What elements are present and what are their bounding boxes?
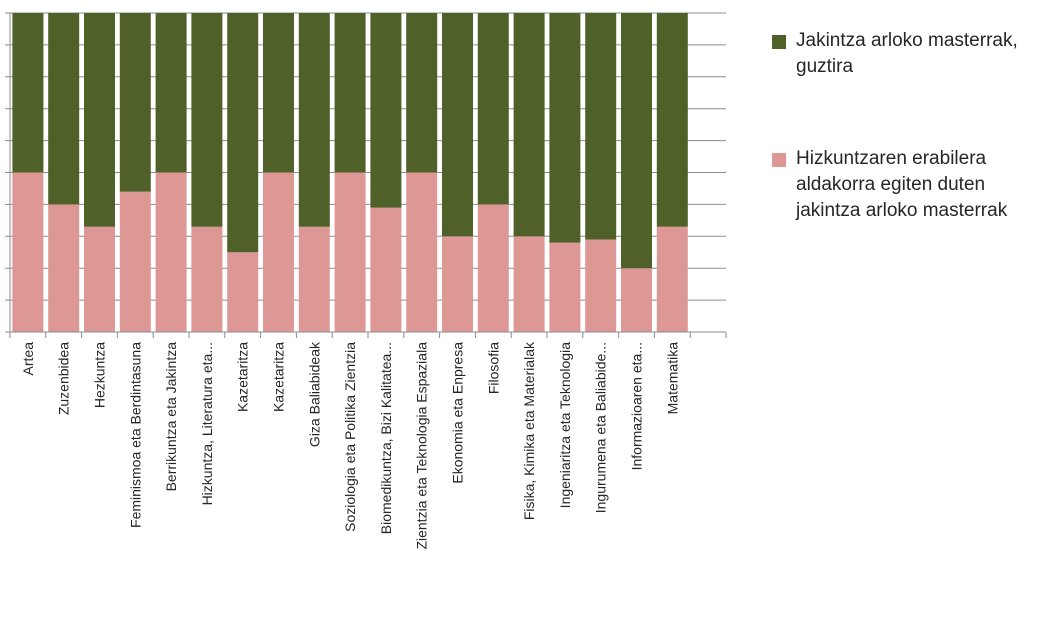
bar-segment-total: [513, 13, 545, 237]
x-tick-label: Zientzia eta Teknologia Espaziala: [414, 342, 430, 550]
x-tick-label: Ekonomia eta Enpresa: [450, 342, 466, 484]
x-tick-label: Informazioaren eta...: [629, 342, 645, 470]
bar-segment-variable-language: [513, 236, 545, 332]
bar-segment-variable-language: [370, 207, 402, 332]
bar-segment-total: [155, 13, 187, 173]
x-tick-label: Matematika: [664, 342, 680, 415]
x-tick-label: Feminismoa eta Berdintasuna: [127, 342, 143, 528]
bar-segment-total: [406, 13, 438, 173]
bar-segment-total: [477, 13, 509, 205]
x-tick-label: Giza Baliabideak: [306, 341, 322, 447]
x-tick-label: Artea: [20, 342, 36, 376]
x-tick-label: Kazetaritza: [235, 342, 251, 412]
bar-segment-total: [119, 13, 151, 192]
bar-segment-total: [621, 13, 652, 269]
legend-swatch-variable-language: [772, 153, 786, 167]
bar-segment-total: [370, 13, 402, 208]
x-tick-label: Biomedikuntza, Bizi Kalitatea...: [378, 342, 394, 534]
bar-segment-variable-language: [406, 172, 438, 332]
bar-segment-total: [656, 13, 688, 227]
bar-segment-variable-language: [334, 172, 366, 332]
x-tick-label: Ingurumena eta Baliabide...: [593, 342, 609, 513]
bar-segment-total: [298, 13, 330, 227]
bar-segment-variable-language: [549, 242, 581, 332]
x-tick-label: Soziologia eta Politika Zientzia: [342, 342, 358, 532]
x-tick-label: Filosofia: [485, 342, 501, 394]
x-tick-label: Kazetaritza: [271, 342, 287, 412]
bar-segment-variable-language: [12, 172, 44, 332]
legend-item-variable-language: Hizkuntzaren erabilera aldakorra egiten …: [772, 146, 1040, 224]
bar-segment-variable-language: [155, 172, 187, 332]
bar-segment-variable-language: [298, 226, 330, 332]
bar-segment-variable-language: [48, 204, 80, 332]
x-tick-label: Fisika, Kimika eta Materialak: [521, 341, 537, 520]
bar-segment-total: [585, 13, 617, 240]
x-tick-label: Hizkuntza, Literatura eta...: [199, 342, 215, 505]
legend-label-variable-language: Hizkuntzaren erabilera aldakorra egiten …: [796, 148, 1008, 221]
bar-segment-variable-language: [119, 191, 151, 332]
bar-segment-total: [442, 13, 473, 237]
legend-item-total: Jakintza arloko masterrak, guztira: [772, 28, 1040, 80]
bar-segment-variable-language: [442, 236, 473, 332]
bar-segment-variable-language: [621, 268, 652, 332]
chart-legend: Jakintza arloko masterrak, guztira Hizku…: [772, 28, 1040, 224]
bar-segment-variable-language: [84, 226, 115, 332]
bar-segment-total: [191, 13, 223, 227]
x-tick-label: Ingeniaritza eta Teknologia: [557, 342, 573, 509]
bar-segment-variable-language: [191, 226, 223, 332]
bar-segment-total: [334, 13, 366, 173]
bar-segment-total: [48, 13, 80, 205]
legend-swatch-total: [772, 35, 786, 49]
bar-segment-total: [263, 13, 294, 173]
x-tick-label: Hezkuntza: [92, 342, 108, 408]
bar-segment-total: [227, 13, 259, 253]
bar-segment-variable-language: [263, 172, 294, 332]
bar-segment-variable-language: [477, 204, 509, 332]
x-tick-label: Berrikuntza eta Jakintza: [163, 342, 179, 492]
x-tick-label: Zuzenbidea: [56, 342, 72, 415]
bar-segment-variable-language: [656, 226, 688, 332]
bar-segment-total: [84, 13, 115, 227]
bar-segment-variable-language: [227, 252, 259, 332]
legend-label-total: Jakintza arloko masterrak, guztira: [796, 30, 1018, 77]
bar-segment-total: [12, 13, 44, 173]
bar-segment-total: [549, 13, 581, 243]
bar-segment-variable-language: [585, 239, 617, 332]
